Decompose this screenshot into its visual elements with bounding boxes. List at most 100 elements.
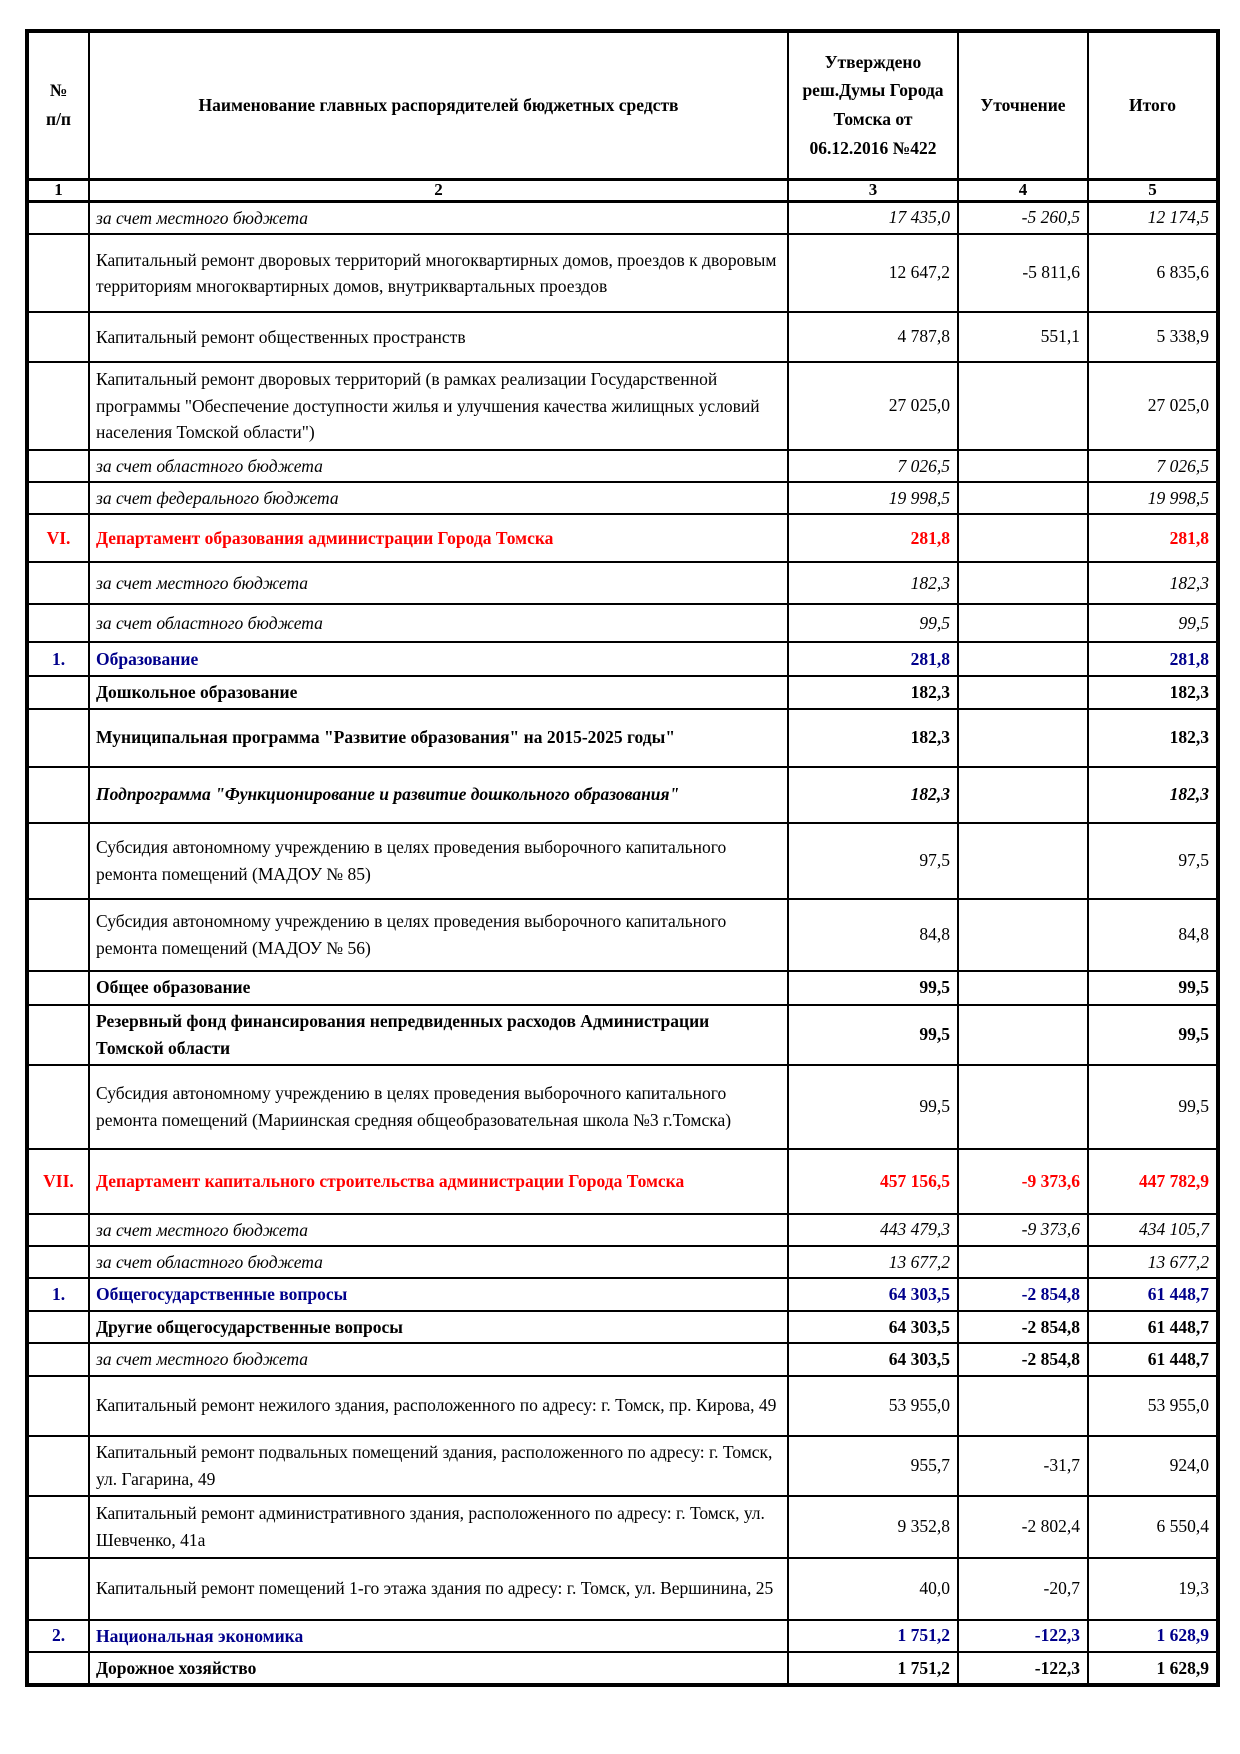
value-total-cell: 182,3 (1087, 765, 1219, 824)
row-name-cell: Другие общегосударственные вопросы (88, 1309, 789, 1345)
table-row: Субсидия автономному учреждению в целях … (26, 897, 1219, 972)
value-approved-cell: 9 352,8 (787, 1494, 959, 1559)
row-number-cell (26, 1556, 90, 1621)
value-adjustment-cell: -2 802,4 (957, 1494, 1089, 1559)
row-name-cell: за счет областного бюджета (88, 1244, 789, 1280)
value-adjustment-cell (957, 513, 1089, 564)
value-adjustment-cell (957, 641, 1089, 678)
value-total-cell: 99,5 (1087, 1003, 1219, 1066)
value-total-cell: 1 628,9 (1087, 1650, 1219, 1687)
value-approved-cell: 97,5 (787, 821, 959, 900)
table-row: Капитальный ремонт дворовых территорий м… (26, 232, 1219, 313)
table-row: за счет местного бюджета 64 303,5 -2 854,8… (26, 1342, 1219, 1377)
table-row: за счет местного бюджета 182,3 182,3 (26, 561, 1219, 606)
header-row: № п/п Наименование главных распорядителе… (26, 30, 1219, 181)
row-number-cell: 1. (26, 1277, 90, 1312)
value-adjustment-cell: -20,7 (957, 1556, 1089, 1621)
row-name-cell: Образование (88, 641, 789, 678)
value-total-cell: 99,5 (1087, 603, 1219, 644)
column-header-name: Наименование главных распорядителей бюдж… (88, 30, 789, 181)
row-number-cell (26, 480, 90, 516)
table-row: Другие общегосударственные вопросы 64 303… (26, 1309, 1219, 1345)
row-number-cell (26, 310, 90, 363)
value-total-cell: 99,5 (1087, 1063, 1219, 1150)
row-number-cell (26, 603, 90, 644)
value-adjustment-cell (957, 675, 1089, 710)
value-total-cell: 1 628,9 (1087, 1618, 1219, 1653)
table-row: Капитальный ремонт дворовых территорий (… (26, 360, 1219, 451)
row-number-cell (26, 561, 90, 606)
column-header-approved: Утверждено реш.Думы Города Томска от 06.… (787, 30, 959, 181)
row-name-cell: Капитальный ремонт дворовых территорий м… (88, 232, 789, 313)
column-header-adjustment: Уточнение (957, 30, 1089, 181)
value-adjustment-cell: -2 854,8 (957, 1309, 1089, 1345)
row-name-cell: за счет областного бюджета (88, 603, 789, 644)
value-approved-cell: 64 303,5 (787, 1277, 959, 1312)
row-name-cell: за счет федерального бюджета (88, 480, 789, 516)
row-name-cell: Субсидия автономному учреждению в целях … (88, 1063, 789, 1150)
value-approved-cell: 281,8 (787, 641, 959, 678)
table-row: Дошкольное образование 182,3 182,3 (26, 675, 1219, 710)
table-row: за счет федерального бюджета 19 998,5 19 9… (26, 480, 1219, 516)
row-name-cell: за счет местного бюджета (88, 200, 789, 235)
row-name-cell: Капитальный ремонт помещений 1-го этажа … (88, 1556, 789, 1621)
value-approved-cell: 7 026,5 (787, 448, 959, 484)
value-adjustment-cell (957, 1063, 1089, 1150)
row-number-cell (26, 1374, 90, 1437)
value-adjustment-cell (957, 821, 1089, 900)
value-approved-cell: 17 435,0 (787, 200, 959, 235)
value-approved-cell: 457 156,5 (787, 1147, 959, 1215)
value-approved-cell: 99,5 (787, 1003, 959, 1066)
row-number-cell (26, 200, 90, 235)
value-total-cell: 19,3 (1087, 1556, 1219, 1621)
value-total-cell: 182,3 (1087, 675, 1219, 710)
value-approved-cell: 955,7 (787, 1434, 959, 1497)
table-row: Подпрограмма "Функционирование и развити… (26, 765, 1219, 824)
value-adjustment-cell (957, 969, 1089, 1006)
column-number: 5 (1087, 178, 1219, 203)
row-name-cell: за счет местного бюджета (88, 1342, 789, 1377)
value-approved-cell: 40,0 (787, 1556, 959, 1621)
value-adjustment-cell: -5 260,5 (957, 200, 1089, 235)
value-total-cell: 6 550,4 (1087, 1494, 1219, 1559)
value-total-cell: 434 105,7 (1087, 1212, 1219, 1247)
value-total-cell: 53 955,0 (1087, 1374, 1219, 1437)
value-adjustment-cell: -9 373,6 (957, 1212, 1089, 1247)
row-number-cell: 2. (26, 1618, 90, 1653)
value-adjustment-cell (957, 360, 1089, 451)
row-name-cell: Субсидия автономному учреждению в целях … (88, 821, 789, 900)
value-total-cell: 7 026,5 (1087, 448, 1219, 484)
row-name-cell: за счет областного бюджета (88, 448, 789, 484)
row-name-cell: Департамент образования администрации Го… (88, 513, 789, 564)
table-row: Капитальный ремонт общественных простран… (26, 310, 1219, 363)
value-approved-cell: 53 955,0 (787, 1374, 959, 1437)
table-row: Субсидия автономному учреждению в целях … (26, 821, 1219, 900)
value-approved-cell: 64 303,5 (787, 1342, 959, 1377)
value-total-cell: 13 677,2 (1087, 1244, 1219, 1280)
table-row: Капитальный ремонт нежилого здания, расп… (26, 1374, 1219, 1437)
row-number-cell (26, 360, 90, 451)
value-adjustment-cell: -9 373,6 (957, 1147, 1089, 1215)
table-row: 2. Национальная экономика 1 751,2 -122,3 1 6… (26, 1618, 1219, 1653)
table-row: Муниципальная программа "Развитие образо… (26, 707, 1219, 768)
column-number: 1 (26, 178, 90, 203)
table-row: за счет областного бюджета 7 026,5 7 026,5 (26, 448, 1219, 484)
row-number-cell (26, 448, 90, 484)
value-total-cell: 182,3 (1087, 707, 1219, 768)
value-total-cell: 12 174,5 (1087, 200, 1219, 235)
table-body: за счет местного бюджета 17 435,0 -5 260,5… (26, 200, 1219, 1687)
value-approved-cell: 13 677,2 (787, 1244, 959, 1280)
row-name-cell: за счет местного бюджета (88, 561, 789, 606)
value-approved-cell: 182,3 (787, 675, 959, 710)
row-number-cell (26, 1434, 90, 1497)
value-total-cell: 27 025,0 (1087, 360, 1219, 451)
row-name-cell: Дошкольное образование (88, 675, 789, 710)
value-total-cell: 84,8 (1087, 897, 1219, 972)
table-row: VI. Департамент образования администрации… (26, 513, 1219, 564)
row-name-cell: Общее образование (88, 969, 789, 1006)
row-name-cell: за счет местного бюджета (88, 1212, 789, 1247)
row-number-cell (26, 1494, 90, 1559)
value-approved-cell: 182,3 (787, 765, 959, 824)
value-total-cell: 61 448,7 (1087, 1309, 1219, 1345)
